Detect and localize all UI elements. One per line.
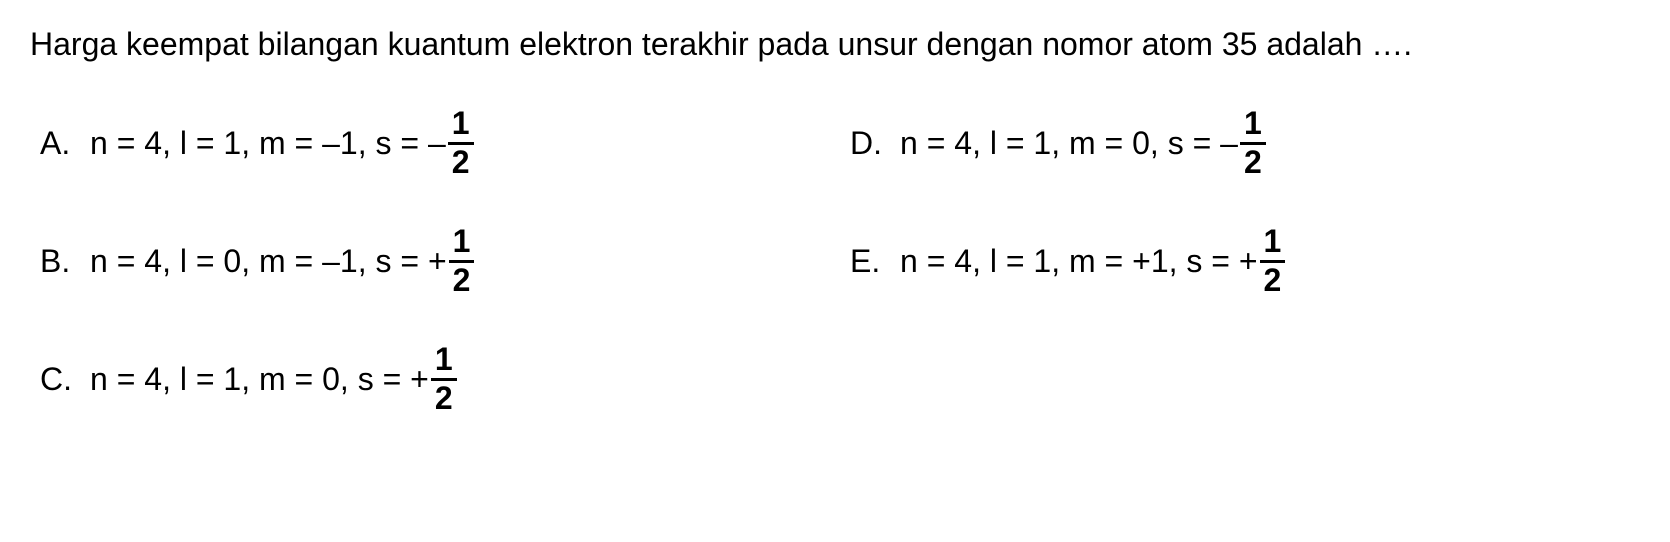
- option-a-content: n = 4, l = 1, m = –1, s = – 1 2: [90, 106, 476, 179]
- option-b-content: n = 4, l = 0, m = –1, s = + 1 2: [90, 224, 476, 297]
- options-column-left: A. n = 4, l = 1, m = –1, s = – 1 2 B. n …: [30, 88, 840, 442]
- option-c-denominator: 2: [431, 381, 457, 416]
- option-d: D. n = 4, l = 1, m = 0, s = – 1 2: [840, 88, 1640, 198]
- option-c-fraction: 1 2: [431, 342, 457, 415]
- options-column-right: D. n = 4, l = 1, m = 0, s = – 1 2 E. n =…: [840, 88, 1640, 442]
- option-a-denominator: 2: [448, 145, 474, 180]
- option-e-denominator: 2: [1260, 263, 1286, 298]
- option-b-numerator: 1: [449, 224, 475, 262]
- option-d-fraction: 1 2: [1240, 106, 1266, 179]
- option-a: A. n = 4, l = 1, m = –1, s = – 1 2: [30, 88, 840, 198]
- option-a-fraction: 1 2: [448, 106, 474, 179]
- option-a-prefix: n = 4, l = 1, m = –1, s = –: [90, 125, 446, 162]
- option-b-fraction: 1 2: [449, 224, 475, 297]
- option-e-fraction: 1 2: [1260, 224, 1286, 297]
- option-b-denominator: 2: [449, 263, 475, 298]
- option-a-letter: A.: [30, 125, 90, 162]
- option-c-content: n = 4, l = 1, m = 0, s = + 1 2: [90, 342, 459, 415]
- option-e-prefix: n = 4, l = 1, m = +1, s = +: [900, 243, 1258, 280]
- option-b-prefix: n = 4, l = 0, m = –1, s = +: [90, 243, 447, 280]
- option-d-numerator: 1: [1240, 106, 1266, 144]
- option-d-denominator: 2: [1240, 145, 1266, 180]
- option-e-numerator: 1: [1260, 224, 1286, 262]
- option-c-letter: C.: [30, 361, 90, 398]
- option-b-letter: B.: [30, 243, 90, 280]
- option-c: C. n = 4, l = 1, m = 0, s = + 1 2: [30, 324, 840, 434]
- option-e-letter: E.: [840, 243, 900, 280]
- option-e-content: n = 4, l = 1, m = +1, s = + 1 2: [900, 224, 1287, 297]
- option-d-prefix: n = 4, l = 1, m = 0, s = –: [900, 125, 1238, 162]
- option-a-numerator: 1: [448, 106, 474, 144]
- option-c-numerator: 1: [431, 342, 457, 380]
- question-text: Harga keempat bilangan kuantum elektron …: [30, 20, 1640, 68]
- options-container: A. n = 4, l = 1, m = –1, s = – 1 2 B. n …: [30, 88, 1640, 442]
- option-b: B. n = 4, l = 0, m = –1, s = + 1 2: [30, 206, 840, 316]
- option-c-prefix: n = 4, l = 1, m = 0, s = +: [90, 361, 429, 398]
- option-d-letter: D.: [840, 125, 900, 162]
- option-e: E. n = 4, l = 1, m = +1, s = + 1 2: [840, 206, 1640, 316]
- option-d-content: n = 4, l = 1, m = 0, s = – 1 2: [900, 106, 1268, 179]
